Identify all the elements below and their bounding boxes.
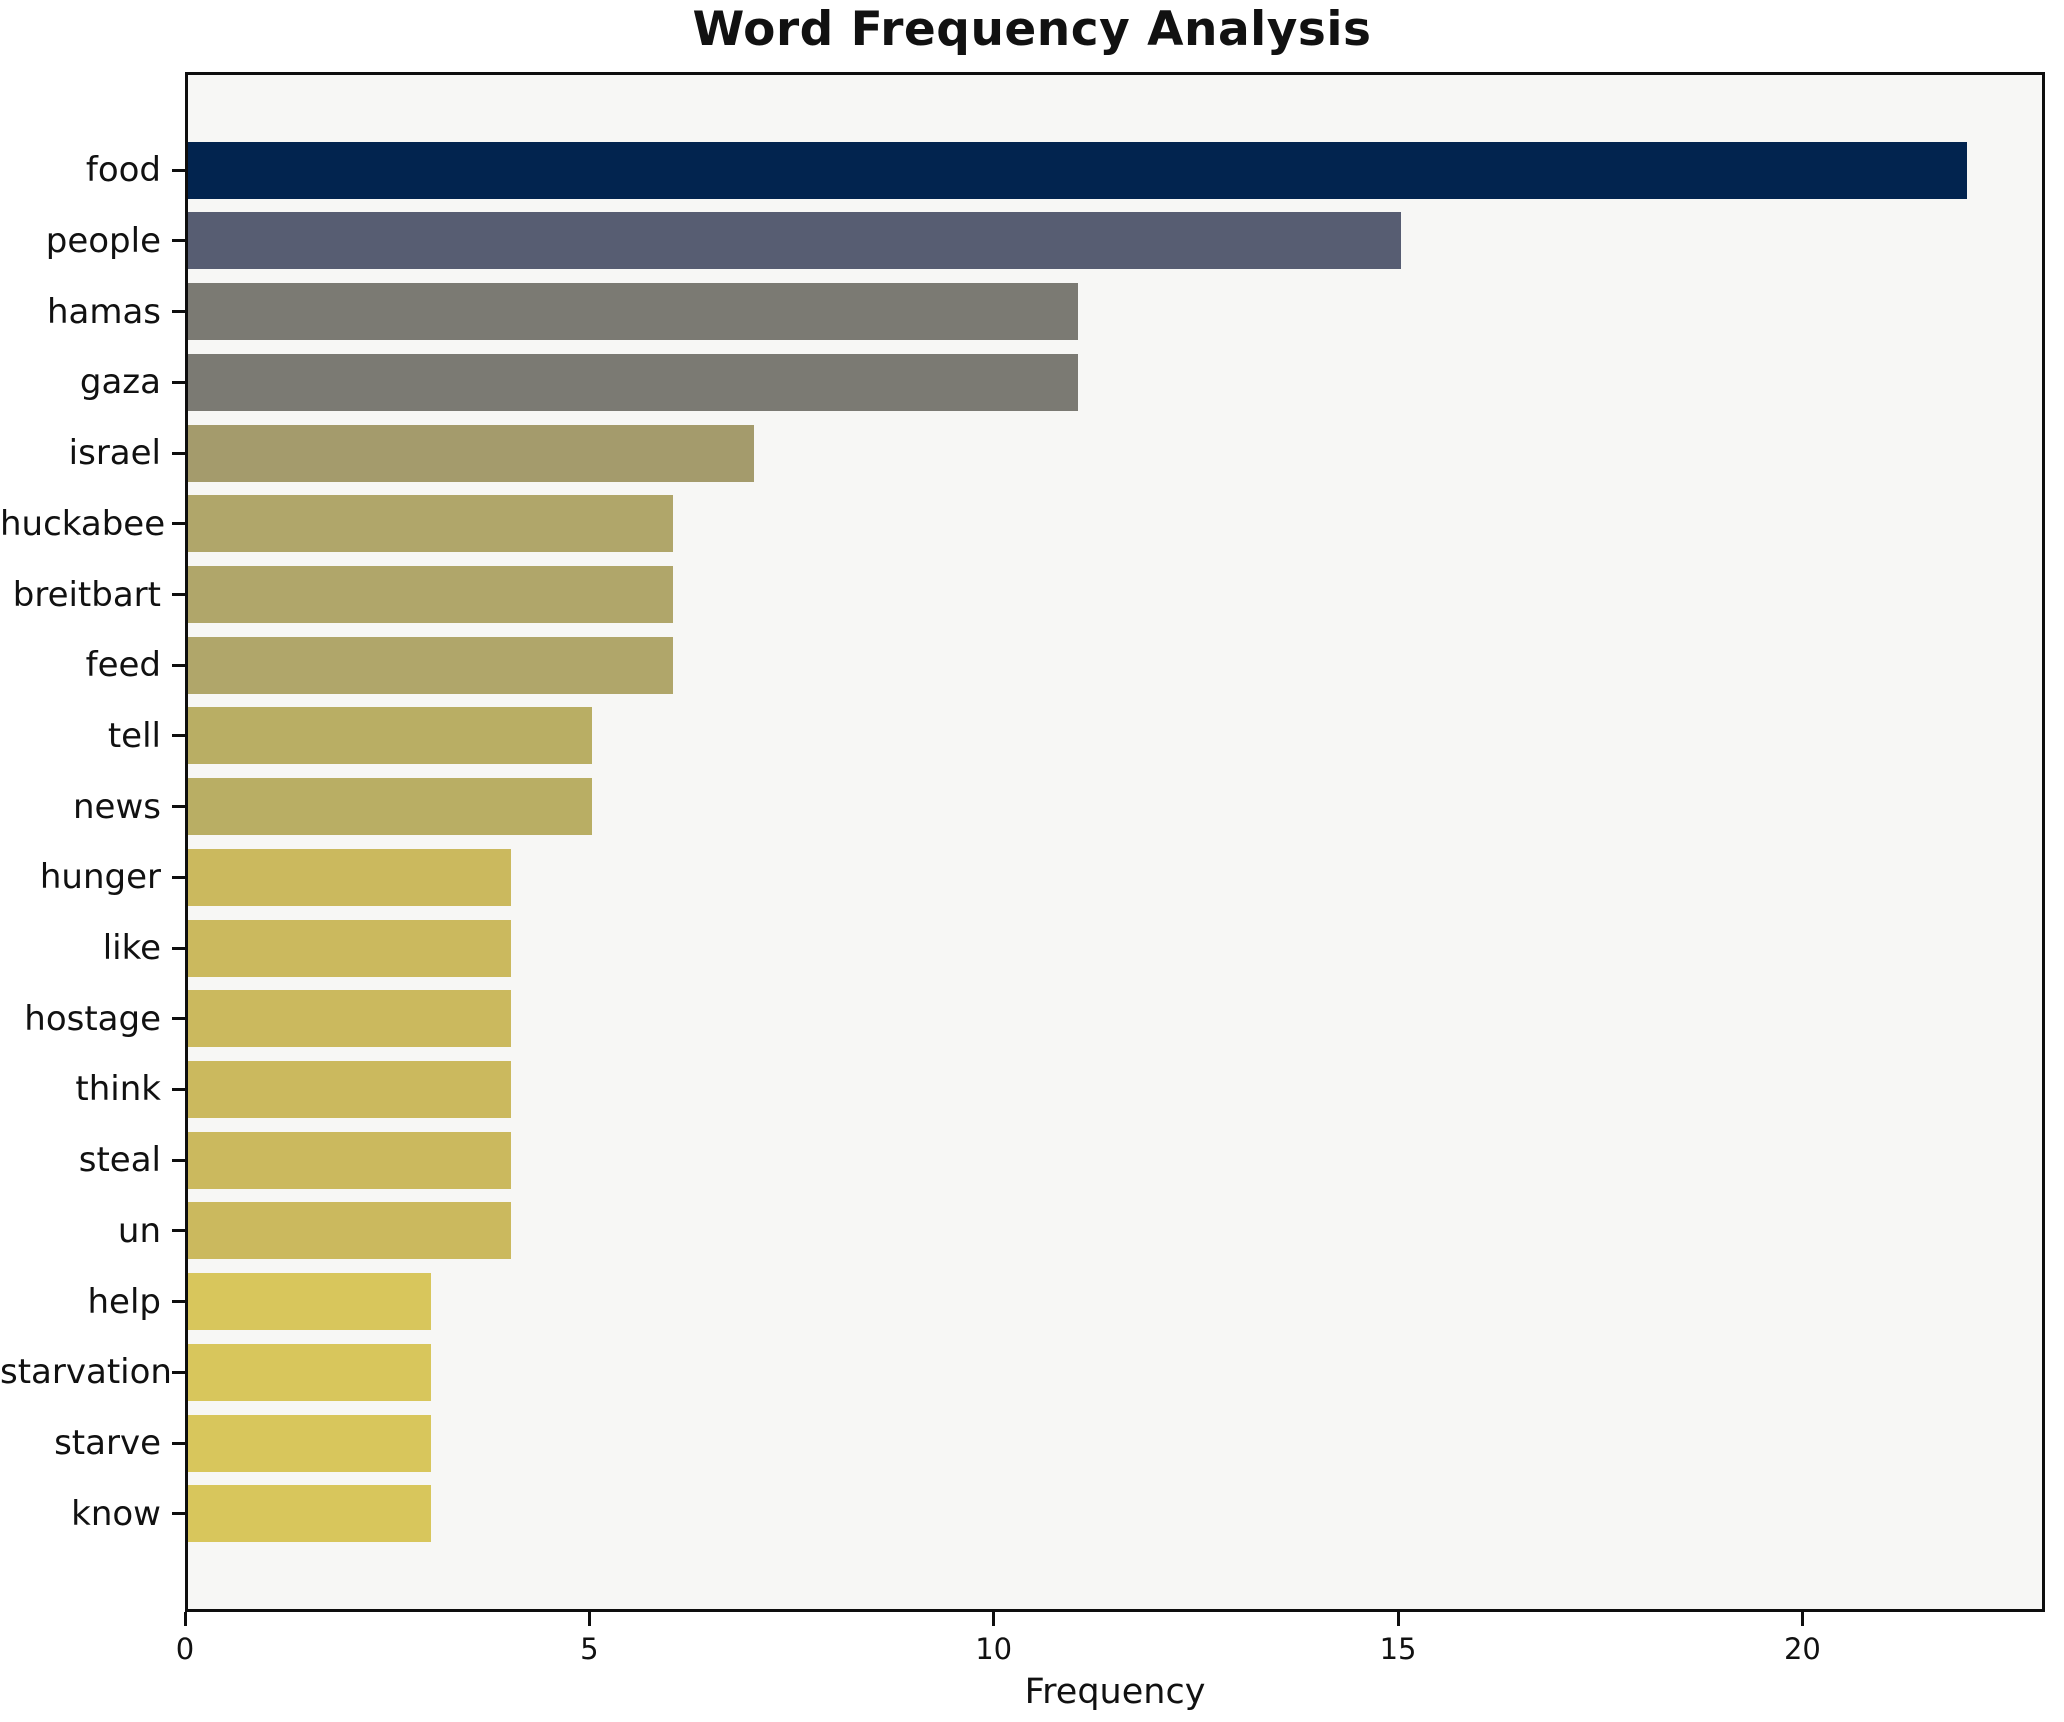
plot-area [185, 72, 2045, 1612]
y-tick-label-starve: starve [54, 1423, 161, 1463]
y-tick-mark [172, 1229, 185, 1233]
y-tick-mark [172, 1017, 185, 1021]
x-tick-label-0: 0 [175, 1632, 195, 1666]
y-tick-label-people: people [45, 220, 161, 261]
x-tick-mark [1396, 1612, 1400, 1626]
y-tick-label-like: like [102, 928, 161, 969]
bar-food [188, 141, 1968, 199]
y-tick-mark [172, 593, 185, 597]
y-tick-label-know: know [71, 1493, 161, 1534]
y-tick-label-hunger: hunger [39, 857, 161, 898]
bar-think [188, 1060, 512, 1118]
y-tick-mark [172, 380, 185, 384]
y-tick-label-starvation: starvation [0, 1352, 172, 1393]
bar-gaza [188, 353, 1078, 411]
bar-know [188, 1485, 431, 1543]
y-tick-mark [172, 239, 185, 243]
y-tick-label-steal: steal [78, 1140, 161, 1181]
y-tick-mark [172, 1441, 185, 1445]
y-tick-label-hostage: hostage [24, 998, 161, 1039]
bar-feed [188, 636, 674, 694]
bar-steal [188, 1131, 512, 1189]
y-tick-label-food: food [85, 150, 161, 191]
x-tick-label-15: 15 [1379, 1632, 1417, 1666]
y-tick-mark [172, 1370, 185, 1374]
x-tick-mark [183, 1612, 187, 1626]
y-tick-mark [172, 663, 185, 667]
x-tick-mark [992, 1612, 996, 1626]
y-tick-label-feed: feed [85, 645, 161, 686]
y-tick-label-help: help [87, 1281, 162, 1322]
bar-tell [188, 707, 593, 765]
x-tick-mark [1800, 1612, 1804, 1626]
bar-people [188, 212, 1402, 270]
bar-like [188, 919, 512, 977]
bar-starve [188, 1414, 431, 1472]
y-tick-mark [172, 1087, 185, 1091]
bar-un [188, 1202, 512, 1260]
bar-help [188, 1273, 431, 1331]
bar-huckabee [188, 495, 674, 553]
chart-title: Word Frequency Analysis [692, 2, 1372, 57]
y-tick-label-breitbart: breitbart [12, 574, 161, 615]
y-tick-mark [172, 310, 185, 314]
y-tick-label-huckabee: huckabee [0, 503, 166, 544]
bar-israel [188, 424, 755, 482]
bar-breitbart [188, 566, 674, 624]
x-tick-mark [587, 1612, 591, 1626]
bar-hamas [188, 283, 1078, 341]
y-tick-mark [172, 1300, 185, 1304]
y-tick-label-news: news [73, 786, 161, 827]
bar-hostage [188, 990, 512, 1048]
y-tick-mark [172, 522, 185, 526]
y-tick-mark [172, 451, 185, 455]
y-tick-mark [172, 1512, 185, 1516]
x-tick-label-5: 5 [580, 1632, 599, 1666]
y-tick-mark [172, 946, 185, 950]
y-tick-label-think: think [75, 1069, 161, 1110]
x-tick-label-10: 10 [975, 1632, 1013, 1666]
y-tick-mark [172, 805, 185, 809]
y-tick-label-gaza: gaza [79, 362, 161, 403]
y-tick-mark [172, 734, 185, 738]
y-tick-label-hamas: hamas [46, 291, 161, 332]
bar-starvation [188, 1343, 431, 1401]
bar-news [188, 778, 593, 836]
y-tick-mark [172, 875, 185, 879]
y-tick-mark [172, 168, 185, 172]
y-tick-label-tell: tell [107, 715, 161, 756]
y-tick-label-israel: israel [68, 433, 161, 474]
x-axis-label: Frequency [1024, 1672, 1206, 1712]
bar-hunger [188, 848, 512, 906]
x-tick-label-20: 20 [1783, 1632, 1821, 1666]
y-tick-mark [172, 1158, 185, 1162]
y-tick-label-un: un [117, 1210, 161, 1251]
